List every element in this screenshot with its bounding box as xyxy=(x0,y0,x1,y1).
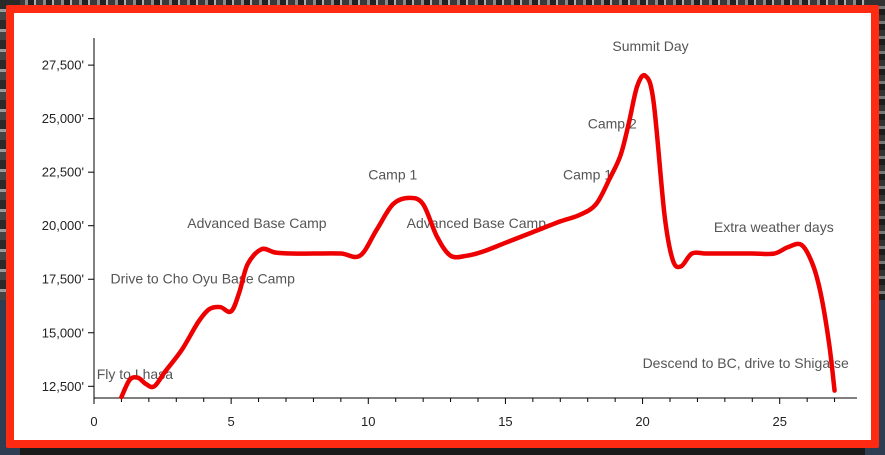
axes: 0 5 10 15 20 25 12,500' 15,000' 17,500' 20,000' 22… xyxy=(42,38,857,429)
annotation-label: Camp 2 xyxy=(588,115,637,131)
y-tick-label: 20,000' xyxy=(42,218,84,233)
x-tick-label: 10 xyxy=(361,414,375,429)
y-tick-label: 15,000' xyxy=(42,325,84,340)
x-tick-label: 25 xyxy=(772,414,786,429)
annotation-label: Drive to Cho Oyu Base Camp xyxy=(110,271,295,287)
y-tick-label: 22,500' xyxy=(42,165,84,180)
y-tick-label: 17,500' xyxy=(42,272,84,287)
annotation-label: Camp 1 xyxy=(368,167,417,183)
series-line xyxy=(119,73,837,400)
annotation-label: Camp 1 xyxy=(563,167,612,183)
y-tick-label: 12,500' xyxy=(42,379,84,394)
x-tick-label: 0 xyxy=(90,414,97,429)
y-tick-label: 27,500' xyxy=(42,58,84,73)
y-tick-label: 25,000' xyxy=(42,111,84,126)
series-line-path xyxy=(119,73,837,400)
annotation-label: Advanced Base Camp xyxy=(407,215,547,231)
annotation-label: Extra weather days xyxy=(714,219,834,235)
annotations: Fly to Lhasa Drive to Cho Oyu Base Camp Ad… xyxy=(97,38,849,382)
annotation-label: Descend to BC, drive to Shigatse xyxy=(643,355,849,371)
chart-panel xyxy=(6,5,879,448)
annotation-label: Advanced Base Camp xyxy=(187,215,327,231)
x-tick-label: 15 xyxy=(498,414,512,429)
annotation-label: Summit Day xyxy=(612,38,688,54)
x-tick-label: 20 xyxy=(635,414,649,429)
x-tick-label: 5 xyxy=(228,414,235,429)
annotation-label: Fly to Lhasa xyxy=(97,366,173,382)
